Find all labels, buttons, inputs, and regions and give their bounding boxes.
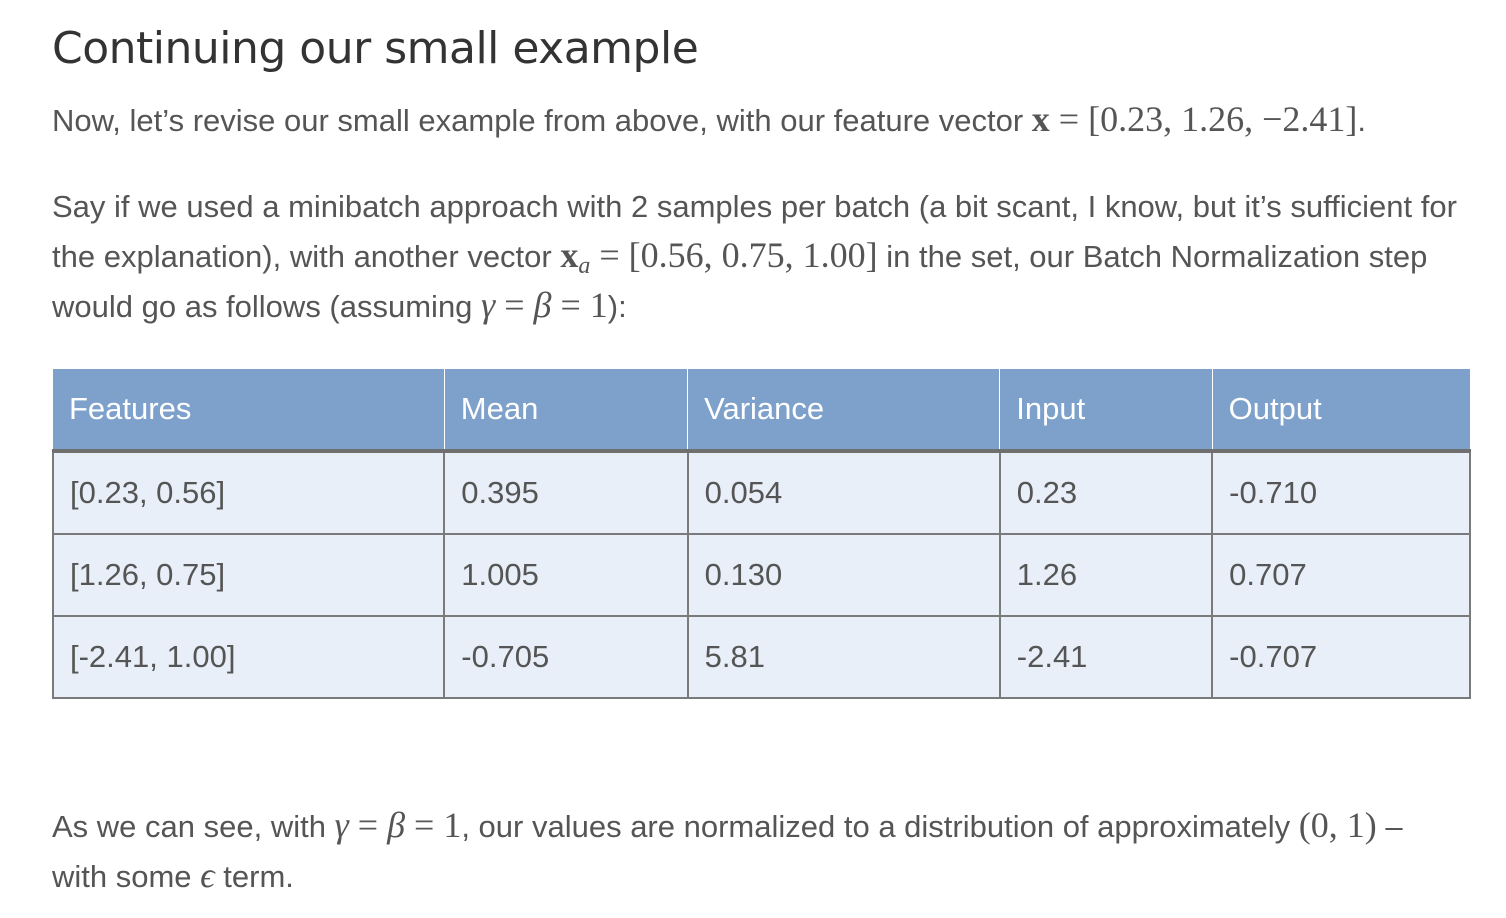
cell-output: -0.710 <box>1211 450 1471 535</box>
table-row: [1.26, 0.75] 1.005 0.130 1.26 0.707 <box>51 533 1471 617</box>
cell-variance: 0.054 <box>686 450 1001 535</box>
conclusion-text-3: – with some <box>52 809 1403 894</box>
cell-variance: 0.130 <box>686 533 1001 617</box>
conclusion-paragraph: As we can see, with γ = β = 1, our value… <box>52 801 1462 901</box>
cell-mean: 0.395 <box>443 450 689 535</box>
header-features: Features <box>53 369 445 453</box>
table-header-row: Features Mean Variance Input Output <box>53 369 1470 453</box>
gamma-beta-equation: γ = β = 1 <box>334 805 462 845</box>
setup-text-2: in the set, our Batch Normalization step… <box>52 239 1428 324</box>
intro-paragraph: Now, let’s revise our small example from… <box>52 99 1367 139</box>
distribution-value: (0, 1) <box>1298 805 1377 845</box>
intro-text-before: Now, let’s revise our small example from… <box>52 103 1032 138</box>
conclusion-text-4: term. <box>214 859 294 894</box>
vector-symbol-xa: x <box>560 235 579 275</box>
cell-input: 0.23 <box>998 450 1214 535</box>
conclusion-text-1: As we can see, with <box>52 809 335 844</box>
cell-output: 0.707 <box>1211 533 1471 617</box>
second-vector-equation: xa = [0.56, 0.75, 1.00] <box>560 235 878 279</box>
cell-features: [1.26, 0.75] <box>51 533 446 617</box>
vector-symbol-x: x <box>1031 99 1050 139</box>
conclusion-text-2: , our values are normalized to a distrib… <box>461 809 1299 844</box>
second-vector-value: [0.56, 0.75, 1.00] <box>628 235 878 275</box>
epsilon-symbol: ϵ <box>200 855 215 895</box>
setup-text-1: Say if we used a minibatch approach with… <box>52 189 1457 274</box>
section-title: Continuing our small example <box>52 23 699 74</box>
feature-vector-equation: x = [0.23, 1.26, −2.41] <box>1031 99 1358 139</box>
cell-features: [0.23, 0.56] <box>51 450 446 535</box>
table-row: [0.23, 0.56] 0.395 0.054 0.23 -0.710 <box>51 450 1471 535</box>
cell-input: 1.26 <box>998 533 1214 617</box>
batch-normalization-table: Features Mean Variance Input Output [0.2… <box>51 369 1471 699</box>
cell-mean: -0.705 <box>443 615 689 699</box>
cell-features: [-2.41, 1.00] <box>51 615 446 699</box>
table-row: [-2.41, 1.00] -0.705 5.81 -2.41 -0.707 <box>51 615 1471 699</box>
cell-variance: 5.81 <box>686 615 1001 699</box>
header-variance: Variance <box>687 369 1001 453</box>
header-input: Input <box>999 369 1213 453</box>
setup-paragraph: Say if we used a minibatch approach with… <box>52 189 1457 325</box>
cell-input: -2.41 <box>998 615 1214 699</box>
feature-vector-value: [0.23, 1.26, −2.41] <box>1088 99 1358 139</box>
header-mean: Mean <box>444 369 689 453</box>
gamma-beta-equation: γ = β = 1 <box>481 285 608 325</box>
cell-output: -0.707 <box>1211 615 1471 699</box>
header-output: Output <box>1212 369 1470 453</box>
cell-mean: 1.005 <box>443 533 689 617</box>
